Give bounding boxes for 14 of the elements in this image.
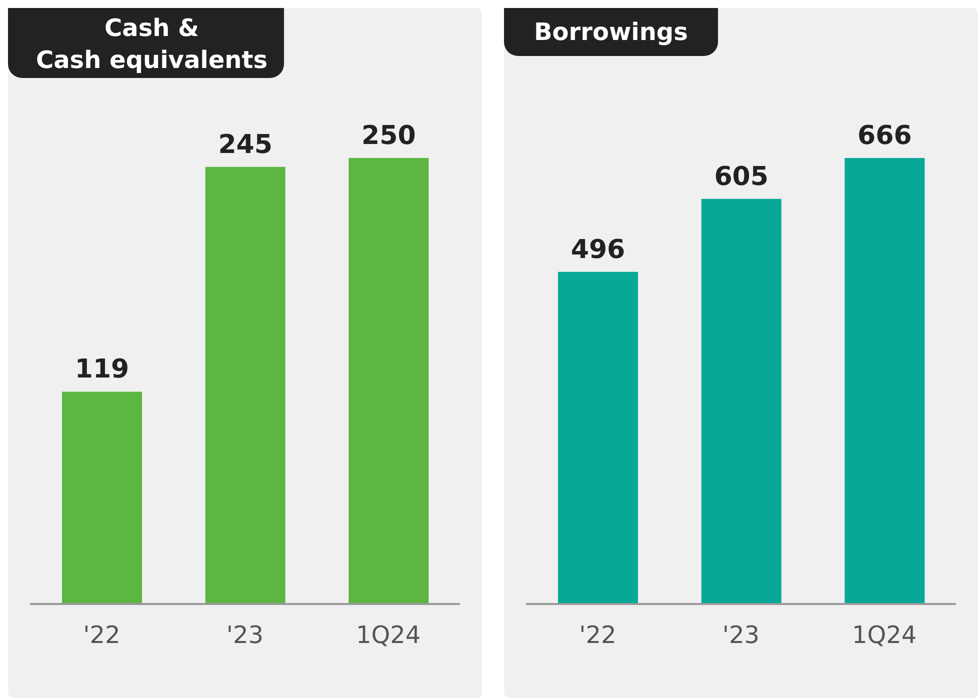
x-tick-label: '23: [226, 621, 264, 650]
chart-title: Cash & Cash equivalents: [8, 8, 284, 78]
data-label: 496: [570, 234, 626, 265]
x-tick-label: '23: [722, 621, 760, 650]
x-tick-label: '22: [579, 621, 616, 650]
chart-title: Borrowings: [504, 8, 718, 56]
x-tick-label: 1Q24: [356, 621, 421, 650]
data-label: 250: [362, 121, 416, 151]
data-label: 666: [858, 121, 912, 151]
data-label: 119: [74, 354, 130, 385]
data-label: 605: [714, 162, 768, 192]
x-tick-label: 1Q24: [852, 621, 917, 650]
x-tick-label: '22: [83, 621, 120, 650]
data-label: 245: [218, 130, 272, 160]
